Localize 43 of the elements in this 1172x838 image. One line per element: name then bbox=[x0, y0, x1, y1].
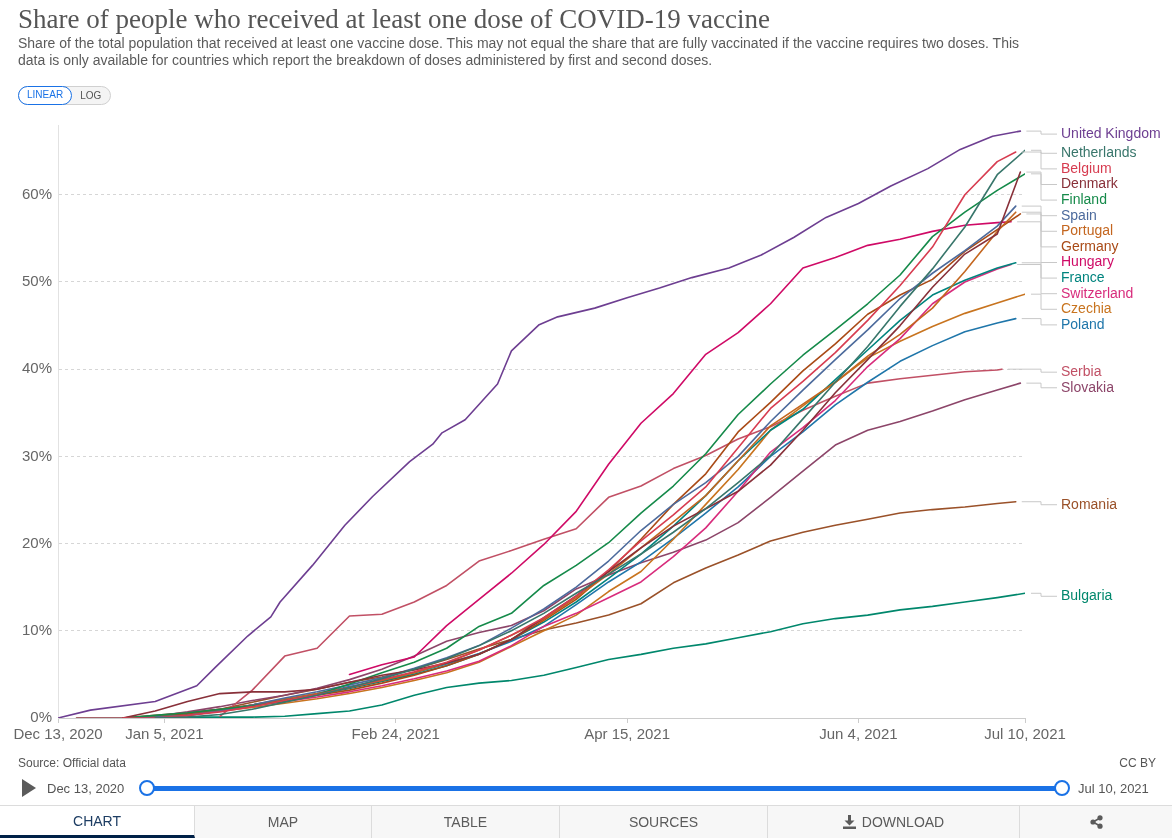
text: Spain bbox=[1061, 206, 1097, 223]
chart-title: Share of people who received at least one dose of COVID-19 vaccine bbox=[18, 4, 770, 34]
y-tick-label: 0% bbox=[30, 708, 52, 726]
text: Serbia bbox=[1061, 363, 1102, 380]
text: Belgium bbox=[1061, 159, 1112, 176]
text: United Kingdom bbox=[1061, 124, 1161, 141]
y-tick-label: 30% bbox=[21, 446, 52, 464]
text: Slovakia bbox=[1061, 378, 1115, 395]
text: Bulgaria bbox=[1061, 587, 1113, 604]
text: Poland bbox=[1061, 315, 1105, 332]
text: Czechia bbox=[1061, 300, 1112, 317]
text: Jul 10, 2021 bbox=[1078, 781, 1149, 796]
x-tick-label: Dec 13, 2020 bbox=[13, 725, 103, 743]
x-tick-label: Jul 10, 2021 bbox=[984, 725, 1066, 743]
text: Germany bbox=[1061, 237, 1119, 254]
text: Netherlands bbox=[1061, 144, 1137, 161]
tab: DOWNLOAD bbox=[768, 806, 1020, 838]
tab: SOURCES bbox=[560, 806, 768, 838]
y-tick-label: 60% bbox=[21, 184, 52, 202]
text: Dec 13, 2020 bbox=[47, 781, 125, 796]
x-tick-label: Jun 4, 2021 bbox=[819, 725, 898, 743]
tab: CHART bbox=[0, 806, 195, 838]
text: Hungary bbox=[1061, 253, 1114, 270]
text: Switzerland bbox=[1061, 284, 1134, 301]
source-note: Source: Official data bbox=[18, 756, 126, 770]
x-tick-label: Jan 5, 2021 bbox=[125, 725, 204, 743]
y-tick-label: 10% bbox=[21, 620, 52, 638]
y-tick-label: 20% bbox=[21, 533, 52, 551]
text: CC BY bbox=[1119, 756, 1156, 770]
text: Portugal bbox=[1061, 222, 1114, 239]
y-tick-label: 50% bbox=[21, 272, 52, 290]
x-tick-label: Feb 24, 2021 bbox=[351, 725, 440, 743]
y-tick-label: 40% bbox=[21, 359, 52, 377]
text: Finland bbox=[1061, 190, 1107, 207]
scale-toggle: LINEAR LOG bbox=[18, 86, 112, 105]
tab: MAP bbox=[195, 806, 372, 838]
tab: TABLE bbox=[372, 806, 560, 838]
x-tick-label: Apr 15, 2021 bbox=[584, 725, 671, 743]
chart-subtitle: Share of the total population that received at least one vaccine dose. This may not equal the share that are fully vaccinated if the vaccine requires two doses. This data is only available for countries which report the breakdown of doses administered by first and second doses. bbox=[18, 35, 1020, 68]
text: Denmark bbox=[1061, 175, 1119, 192]
text: Romania bbox=[1061, 495, 1118, 512]
text: France bbox=[1061, 268, 1105, 285]
toggle-button: LINEAR bbox=[18, 86, 73, 105]
